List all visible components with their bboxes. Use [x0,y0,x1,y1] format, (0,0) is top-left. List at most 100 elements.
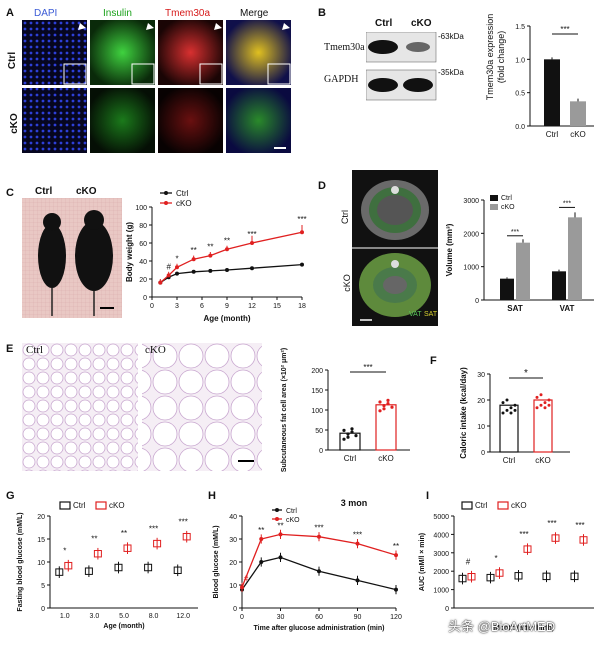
series-line-cko [159,231,303,284]
x-tick-label: Ctrl [344,454,357,463]
y-axis-label: Blood glucose (mM/L) [213,525,220,598]
y-tick-label: 80 [139,223,147,230]
x-tick-label: 60 [315,614,323,621]
legend-label: cKO [286,517,300,524]
y-tick-label: 3000 [433,551,449,558]
legend-label: Ctrl [286,508,297,515]
dot [386,398,390,402]
micro-merge-ctrl [226,20,291,85]
y-tick-label: 60 [139,241,147,248]
legend-swatch [461,501,473,510]
sig-label: ** [121,529,127,538]
bar-ctrl [339,432,361,451]
series-line-ctrl [241,556,397,591]
chart-e: 0 50 100 150 200 Subcutaneous fat cell area (… [281,348,410,472]
x-tick-label: VAT [560,304,575,313]
sig-label: # [166,262,171,271]
dot [535,406,539,410]
dot [505,408,509,412]
y-tick-label: 0 [233,606,237,613]
y-tick-label: 20 [229,560,237,567]
x-tick-label: 30 [277,614,285,621]
legend-marker [164,191,168,195]
legend-marker [275,517,279,521]
series-line-ctrl [159,263,303,284]
dot [547,403,551,407]
microscopy-grid [22,20,291,153]
dot [378,409,382,413]
y-tick-label: 0 [445,606,449,613]
micro-merge-cko [226,88,291,153]
y-tick-label: 10 [37,560,45,567]
y-tick-label: 2000 [463,231,479,238]
dot [539,393,543,397]
y-tick-label: 4000 [433,532,449,539]
y-tick-label: 1000 [433,588,449,595]
legend-swatch [497,501,509,510]
dot [543,401,547,405]
x-tick-label: 12.0 [176,613,190,620]
y-tick-label: 0 [319,448,323,455]
legend-label: Ctrl [73,501,86,510]
chart-b: 0.00.51.01.5Tmem30a expression (fold cha… [515,24,594,139]
legend-swatch [490,204,498,210]
chart-title: 3 mon [341,498,368,508]
chart-h: 0 10 20 30 40 Blood glucose (mM/L) Time after … [213,498,402,632]
dot [509,406,513,410]
sig-label: *** [179,518,188,527]
y-tick-label: 50 [315,428,323,435]
y-tick-label: 5 [41,583,45,590]
y-tick-label: 2000 [433,569,449,576]
dot [342,428,346,432]
micro-insulin-cko [90,88,155,153]
row-label-cko-a: cKO [8,113,20,134]
dot [535,395,539,399]
watermark: 头条 @BioArtMED [448,619,556,634]
panel-letter-b: B [318,7,326,19]
x-tick-label: 15 [273,303,281,310]
chart-d: 0 1000 2000 3000 Volume (mm³) SAT *** VAT *** Ctr… [445,195,594,313]
legend-label: Ctrl [475,501,488,510]
dot [350,427,354,431]
dot [390,405,394,409]
ct-row-cko: cKO [341,274,352,292]
x-axis-label: Age (month) [203,314,250,323]
x-tick-label: 90 [354,614,362,621]
sig-label: *** [560,25,569,34]
panel-letter-a: A [6,7,14,19]
x-tick-label: SAT [507,304,523,313]
dot [543,406,547,410]
chart-c: 0 20 40 60 80 100 Body weight (g) Age (month) 0 3… [125,189,307,323]
dot [386,402,390,406]
sig-label: ** [224,236,230,245]
dot [547,398,551,402]
col-label-insulin: Insulin [103,8,132,19]
y-tick-label: 10 [229,583,237,590]
legend-swatch [59,501,71,510]
data-point-ctrl [208,268,213,273]
y-tick-label: 150 [311,388,323,395]
data-point-cko [208,253,213,258]
sig-label: *** [297,215,306,224]
marker-35: -35kDa [438,68,464,77]
chart-f: 0 10 20 30 Caloric intake (kcal/day) Ctrl cKO * [459,367,570,465]
series-line-cko [241,533,397,588]
col-label-dapi: DAPI [34,8,58,19]
sig-label: *** [314,524,323,533]
sig-label: *** [363,363,372,372]
y-tick-label: 0.5 [515,91,525,98]
micro-dapi-ctrl [22,20,87,85]
dot [354,434,358,438]
sig-label: * [524,368,528,379]
blot-row-gapdh: GAPDH [324,74,359,85]
dot [346,432,350,436]
y-tick-label: 15 [37,537,45,544]
y-tick-label: 0 [143,295,147,302]
histology-images [22,343,262,471]
y-tick-label: 0 [481,450,485,457]
dot [382,407,386,411]
photo-label-ctrl: Ctrl [35,186,53,197]
sig-label: # [466,558,471,567]
x-tick-label: 0 [240,614,244,621]
blot-row-tmem30a: Tmem30a [324,42,365,53]
